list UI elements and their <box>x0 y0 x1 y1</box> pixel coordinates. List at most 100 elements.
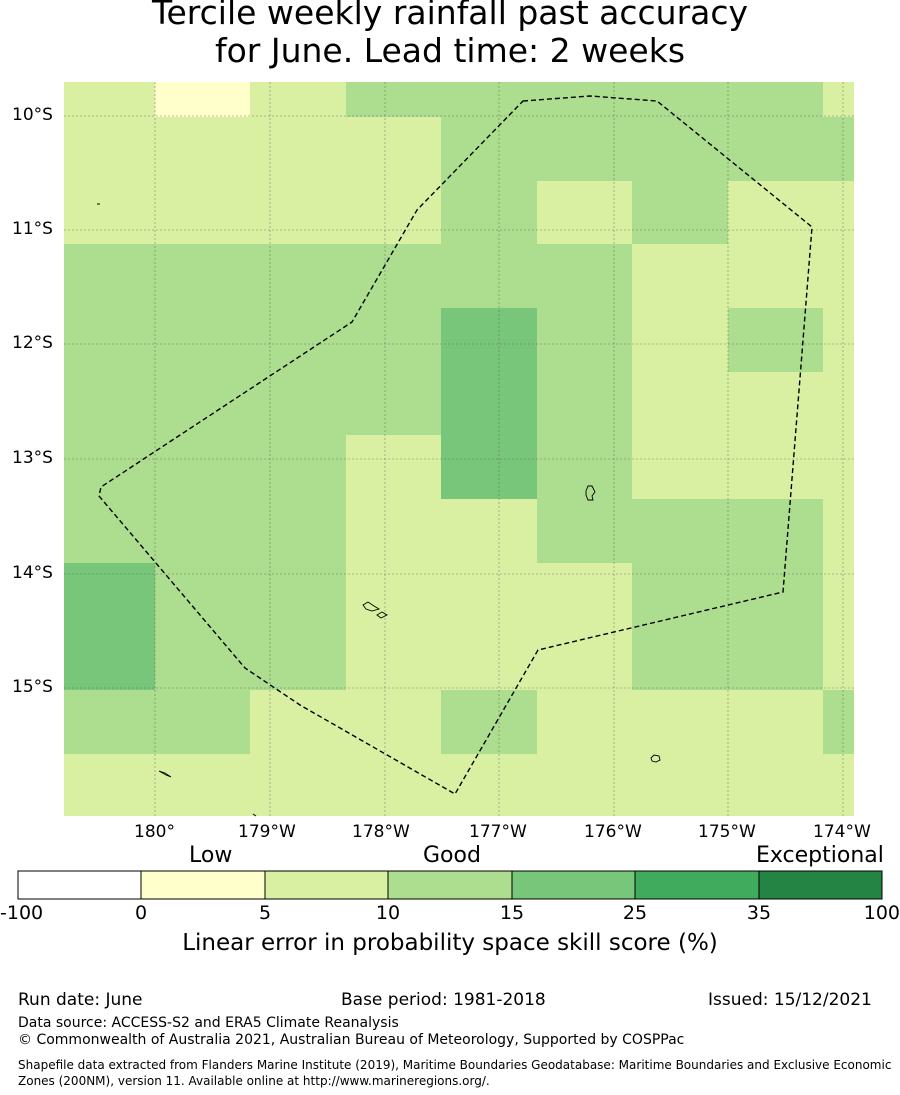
skill-cell <box>823 117 854 181</box>
skill-cell <box>728 308 823 372</box>
island-islet-south <box>252 813 257 817</box>
skill-cell <box>346 499 441 563</box>
skill-cell <box>632 435 728 499</box>
skill-cell <box>155 308 250 372</box>
skill-cell <box>64 82 155 117</box>
skill-cell <box>250 181 346 244</box>
skill-cell <box>250 435 346 499</box>
skill-cell <box>250 754 346 816</box>
skill-cell <box>441 499 537 563</box>
skill-cell <box>155 244 250 308</box>
skill-cell <box>632 626 728 690</box>
skill-cell <box>728 563 823 626</box>
skill-cell <box>537 372 632 435</box>
skill-cell <box>823 181 854 244</box>
skill-cell <box>728 82 823 117</box>
colorbar <box>17 870 883 900</box>
skill-cell <box>728 499 823 563</box>
skill-cell <box>346 435 441 499</box>
skill-cell <box>64 435 155 499</box>
longitude-tick-label: 177°W <box>469 822 527 842</box>
skill-cell <box>632 82 728 117</box>
skill-grid <box>64 82 854 816</box>
skill-cell <box>823 244 854 308</box>
skill-cell <box>441 563 537 626</box>
skill-cell <box>250 499 346 563</box>
skill-cell <box>632 499 728 563</box>
skill-cell <box>632 563 728 626</box>
category-label-low: Low <box>189 843 233 868</box>
skill-cell <box>728 754 823 816</box>
skill-cell <box>64 181 155 244</box>
shapefile-note: Shapefile data extracted from Flanders M… <box>18 1058 892 1088</box>
skill-cell <box>537 308 632 372</box>
skill-cell <box>441 308 537 372</box>
skill-cell <box>537 690 632 754</box>
skill-cell <box>64 754 155 816</box>
skill-cell <box>64 372 155 435</box>
skill-cell <box>441 754 537 816</box>
skill-cell <box>632 690 728 754</box>
skill-cell <box>441 82 537 117</box>
latitude-tick-label: 11°S <box>12 219 53 239</box>
skill-cell <box>250 690 346 754</box>
colorbar-tick-label: 0 <box>134 902 148 924</box>
skill-cell <box>537 626 632 690</box>
longitude-tick-label: 175°W <box>698 822 756 842</box>
skill-cell <box>632 117 728 181</box>
latitude-tick-label: 14°S <box>12 563 53 583</box>
skill-cell <box>250 117 346 181</box>
skill-cell <box>155 690 250 754</box>
colorbar-tick-label: 100 <box>863 902 900 924</box>
skill-cell <box>64 563 155 626</box>
latitude-tick-label: 13°S <box>12 448 53 468</box>
skill-cell <box>728 372 823 435</box>
skill-cell <box>155 435 250 499</box>
longitude-tick-label: 179°W <box>238 822 296 842</box>
island-islet-west <box>158 770 172 778</box>
skill-cell <box>632 754 728 816</box>
skill-cell <box>250 244 346 308</box>
skill-cell <box>250 82 346 117</box>
skill-cell <box>155 499 250 563</box>
latitude-tick-label: 12°S <box>12 333 53 353</box>
colorbar-swatch <box>17 870 142 900</box>
category-label-good: Good <box>423 843 481 868</box>
colorbar-swatch <box>264 870 389 900</box>
category-label-exceptional: Exceptional <box>756 843 884 868</box>
colorbar-tick-label: -100 <box>0 902 44 924</box>
title-line-2: for June. Lead time: 2 weeks <box>214 31 686 70</box>
colorbar-swatch <box>387 870 513 900</box>
skill-cell <box>823 372 854 435</box>
skill-cell <box>537 754 632 816</box>
data-source: Data source: ACCESS-S2 and ERA5 Climate … <box>18 1015 399 1031</box>
skill-cell <box>728 181 823 244</box>
skill-cell <box>155 117 250 181</box>
skill-cell <box>823 499 854 563</box>
skill-cell <box>250 308 346 372</box>
skill-cell <box>346 82 441 117</box>
skill-cell <box>441 435 537 499</box>
eez-boundary <box>98 95 813 795</box>
issued-date: Issued: 15/12/2021 <box>708 990 872 1010</box>
skill-cell <box>64 117 155 181</box>
skill-cell <box>155 372 250 435</box>
colorbar-tick-label: 35 <box>746 902 772 924</box>
skill-cell <box>537 563 632 626</box>
skill-cell <box>823 690 854 754</box>
skill-cell <box>632 181 728 244</box>
colorbar-swatch <box>634 870 760 900</box>
skill-cell <box>823 626 854 690</box>
skill-cell <box>64 244 155 308</box>
skill-cell <box>823 563 854 626</box>
skill-cell <box>155 181 250 244</box>
colorbar-tick-label: 15 <box>499 902 525 924</box>
skill-cell <box>250 563 346 626</box>
skill-cell <box>441 181 537 244</box>
skill-cell <box>537 181 632 244</box>
base-period: Base period: 1981-2018 <box>341 990 546 1010</box>
skill-cell <box>441 626 537 690</box>
skill-cell <box>346 372 441 435</box>
skill-cell <box>823 308 854 372</box>
